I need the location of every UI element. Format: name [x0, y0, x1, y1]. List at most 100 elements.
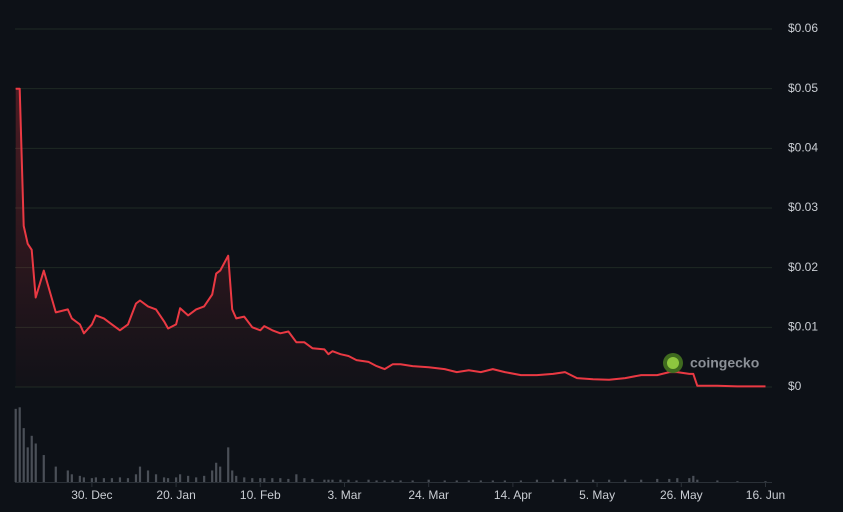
volume-bar — [467, 480, 470, 482]
volume-bar — [162, 477, 166, 482]
volume-bar — [166, 478, 170, 482]
price-line — [15, 87, 766, 388]
volume-bar — [624, 479, 627, 482]
y-tick-label: $0.01 — [788, 320, 818, 334]
volume-bar — [126, 478, 130, 482]
volume-bar — [211, 470, 214, 482]
volume-bar — [295, 474, 298, 482]
x-tick-label: 5. May — [579, 488, 615, 502]
volume-bar — [66, 470, 69, 482]
volume-bar — [195, 477, 198, 482]
y-tick-label: $0.02 — [788, 260, 818, 274]
volume-bar — [375, 480, 378, 482]
volume-bar — [227, 447, 230, 482]
volume-bar — [287, 478, 290, 482]
volume-bar — [608, 479, 611, 482]
volume-bar — [251, 478, 254, 482]
volume-bar — [311, 478, 314, 482]
volume-bar — [235, 475, 238, 482]
volume-bar — [78, 475, 81, 482]
volume-bar — [339, 479, 342, 482]
volume-bar — [203, 475, 206, 482]
volume-bar — [479, 480, 482, 482]
x-tick-label: 14. Apr — [494, 488, 532, 502]
volume-bar — [736, 481, 739, 482]
volume-bar — [640, 479, 643, 482]
volume-bar — [591, 479, 595, 482]
volume-bar — [243, 477, 246, 482]
x-tick-label: 24. Mar — [408, 488, 449, 502]
y-tick-label: $0 — [788, 379, 802, 393]
volume-bar — [178, 474, 182, 482]
y-tick-label: $0.06 — [788, 21, 818, 35]
volume-bar — [90, 478, 93, 482]
volume-bar — [347, 479, 350, 482]
volume-bar — [391, 480, 394, 482]
volume-bar — [692, 475, 695, 482]
volume-bar — [668, 478, 671, 482]
y-tick-label: $0.04 — [788, 141, 818, 155]
volume-bar — [146, 470, 150, 482]
volume-bar — [455, 480, 458, 482]
volume-bar — [30, 435, 33, 482]
volume-bar — [82, 477, 85, 482]
volume-bar — [563, 478, 567, 482]
volume-bar — [94, 477, 97, 482]
volume-bar — [231, 470, 234, 482]
volume-bar — [259, 478, 262, 482]
y-tick-label: $0.03 — [788, 200, 818, 214]
volume-bar — [411, 480, 414, 482]
volume-bar — [102, 478, 106, 482]
volume-bar — [491, 480, 494, 482]
volume-bar — [263, 478, 266, 482]
volume-bar — [134, 474, 138, 482]
price-area — [15, 88, 766, 387]
volume-bar — [383, 480, 386, 482]
volume-bar — [42, 455, 45, 482]
volume-bar — [688, 478, 691, 482]
volume-bar — [331, 479, 334, 482]
volume-bar — [399, 480, 402, 482]
x-tick-label: 16. Jun — [746, 488, 785, 502]
volume-bar — [174, 477, 178, 482]
watermark-text: coingecko — [690, 355, 759, 371]
volume-bar — [656, 478, 659, 482]
volume-bar — [303, 478, 306, 482]
volume-bar — [215, 462, 218, 482]
volume-bar — [716, 480, 719, 482]
volume-bar — [70, 474, 73, 482]
volume-bar — [54, 466, 57, 482]
volume-bar — [443, 480, 446, 482]
volume-bar — [271, 478, 274, 482]
volume-bar — [187, 475, 190, 482]
x-tick-label: 3. Mar — [327, 488, 361, 502]
volume-bar — [154, 474, 158, 482]
volume-bar — [676, 478, 679, 482]
volume-bar — [519, 480, 523, 482]
volume-bar — [367, 479, 370, 482]
volume-bar — [535, 479, 539, 482]
volume-bar — [696, 479, 699, 482]
volume-bar — [327, 479, 330, 482]
volume-bar — [279, 478, 282, 482]
volume-bar — [18, 407, 21, 482]
y-tick-label: $0.05 — [788, 81, 818, 95]
x-tick-label: 20. Jan — [156, 488, 195, 502]
volume-bar — [118, 477, 122, 482]
volume-bar — [503, 480, 506, 482]
x-tick-label: 30. Dec — [71, 488, 112, 502]
volume-bar — [14, 408, 17, 482]
volume-bar — [575, 479, 579, 482]
volume-bar — [323, 479, 326, 482]
volume-bar — [34, 443, 37, 482]
volume-bar — [110, 478, 114, 482]
watermark-logo-inner — [667, 357, 679, 369]
volume-bar — [355, 480, 358, 482]
volume-bar — [427, 479, 430, 482]
volume-bar — [219, 466, 222, 482]
volume-bar — [26, 447, 29, 482]
volume-bar — [22, 428, 25, 482]
x-tick-label: 10. Feb — [240, 488, 281, 502]
